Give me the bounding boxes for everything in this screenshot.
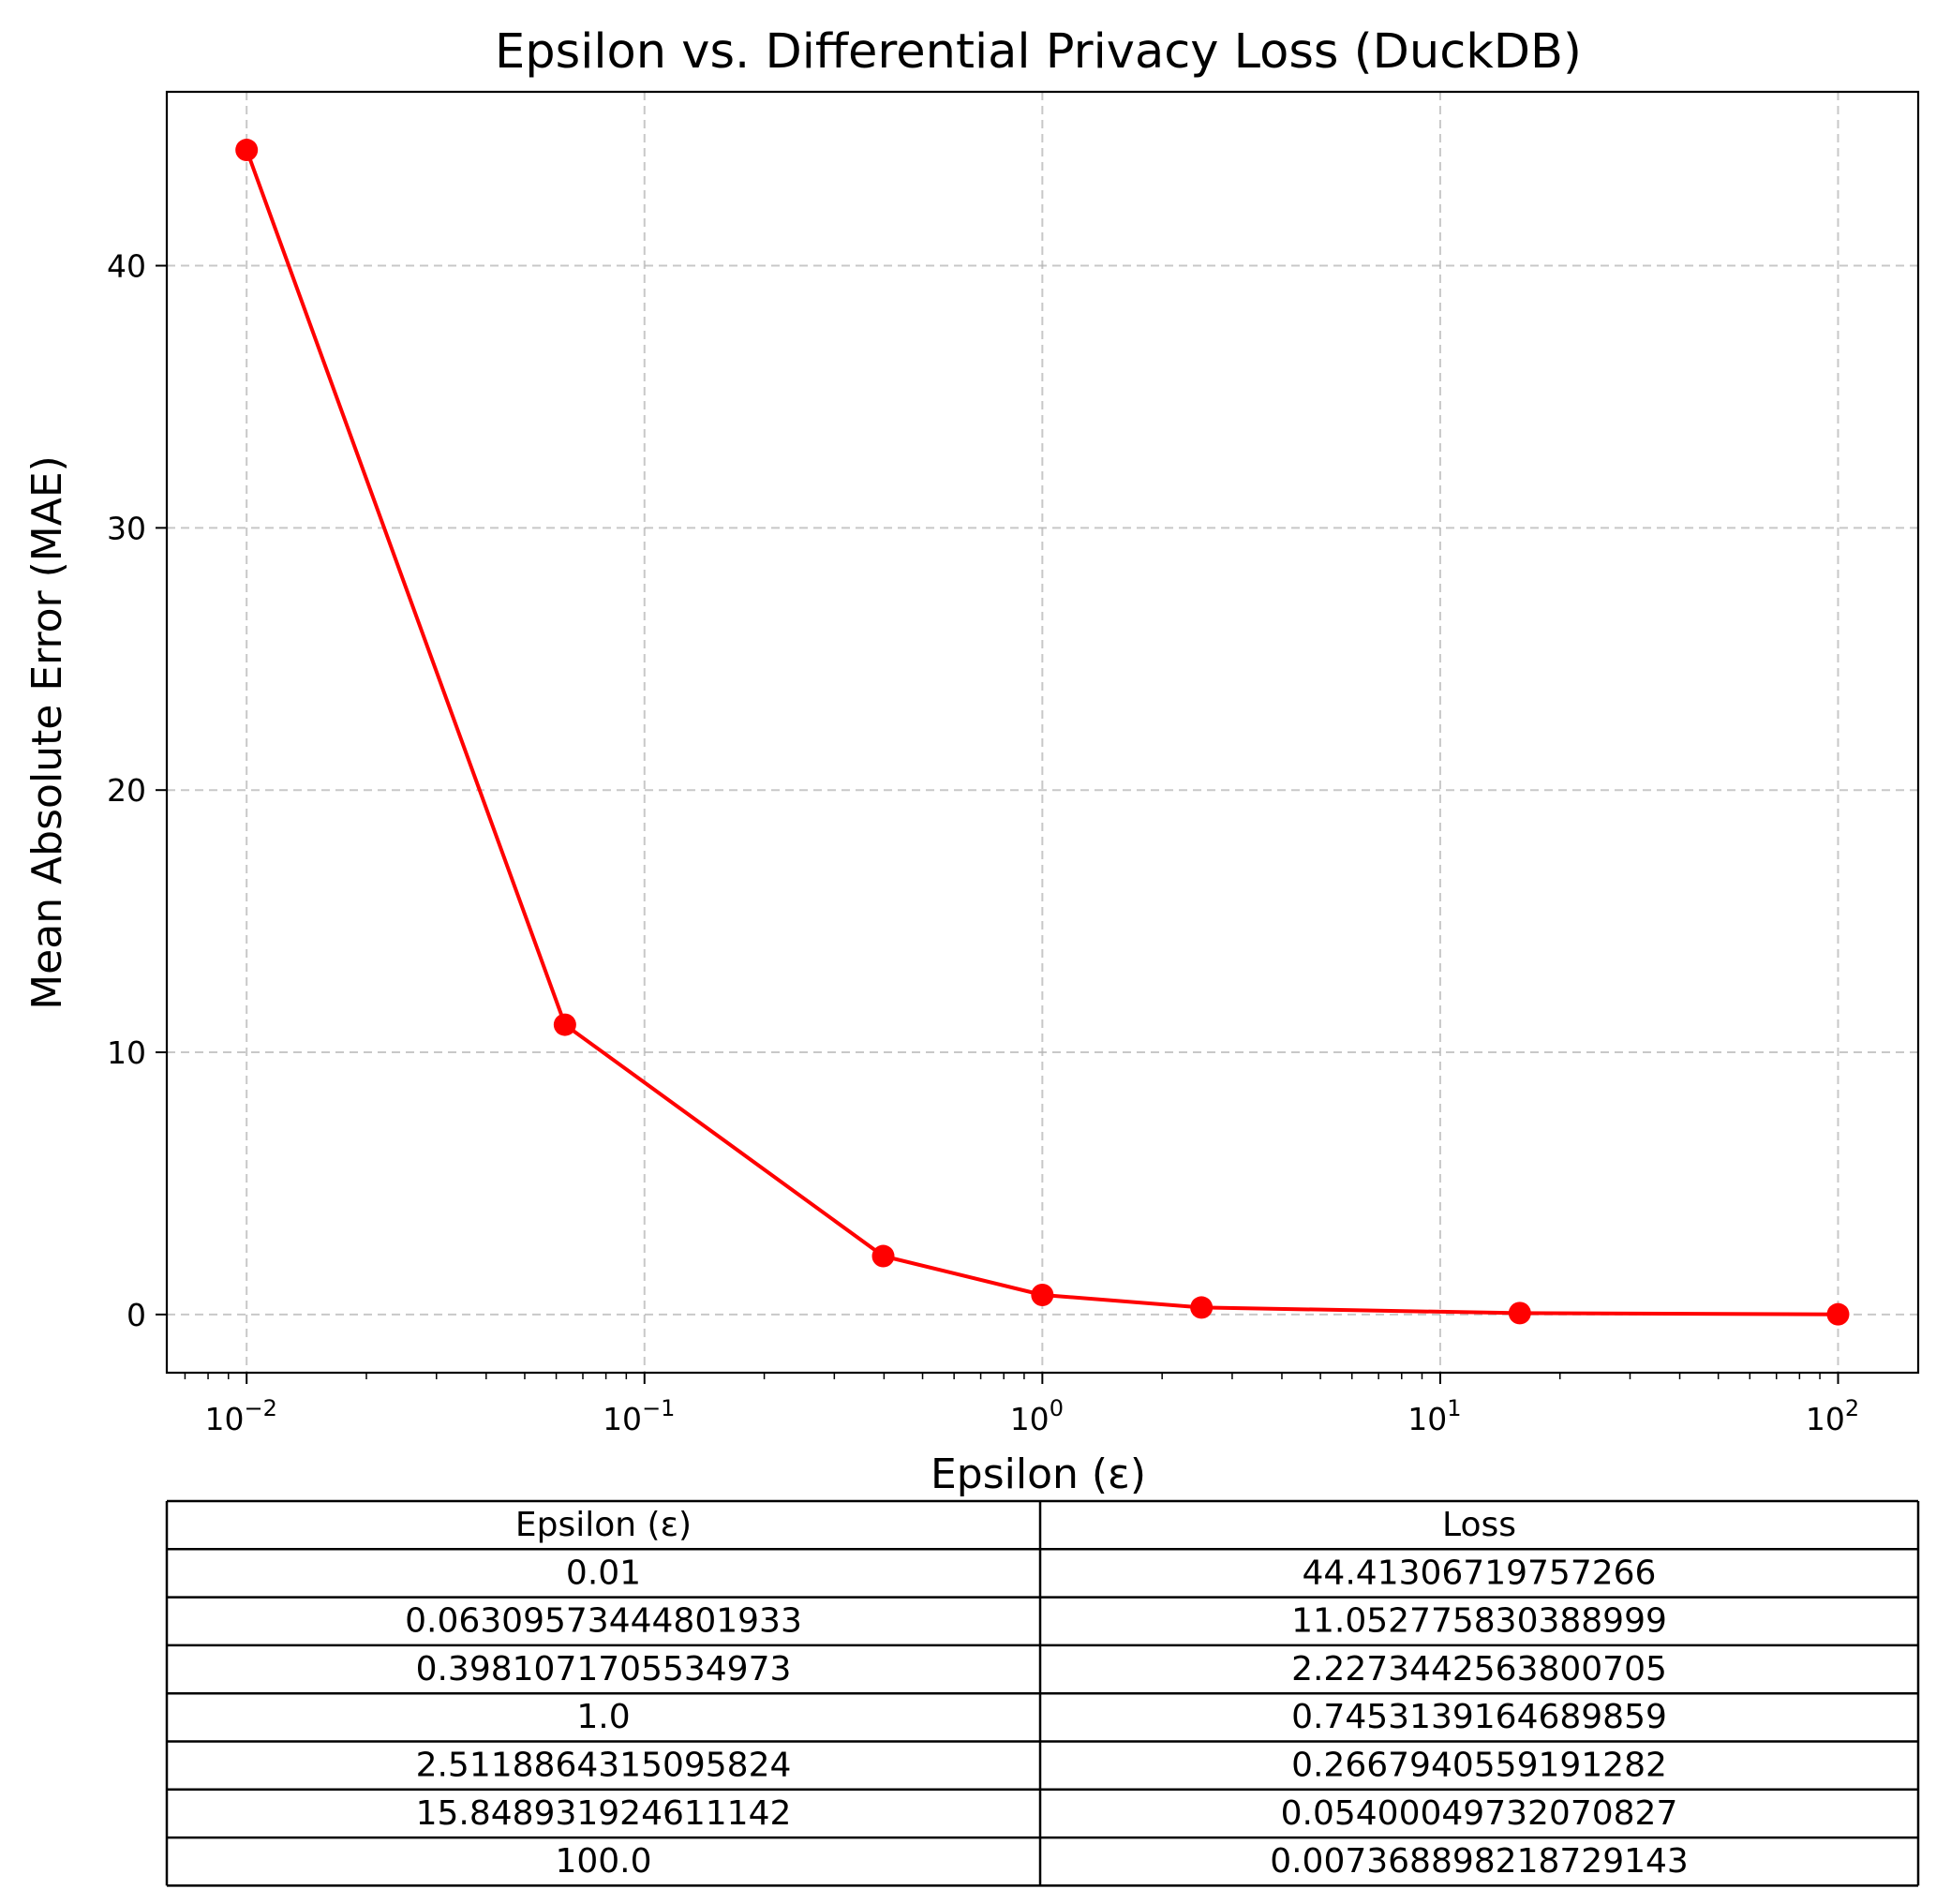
x-tick-label: 102 — [1806, 1395, 1859, 1437]
table-cell: 0.05400049732070827 — [1281, 1794, 1678, 1833]
table-cell: 15.848931924611142 — [416, 1794, 792, 1833]
y-tick-label: 40 — [107, 248, 146, 285]
data-point — [235, 139, 259, 162]
y-axis-label: Mean Absolute Error (MAE) — [23, 455, 71, 1010]
data-point — [871, 1244, 895, 1268]
x-tick-label: 10−2 — [204, 1395, 276, 1437]
table-cell: 1.0 — [576, 1698, 630, 1736]
data-point — [1190, 1296, 1214, 1319]
table-header-cell: Loss — [1442, 1506, 1516, 1544]
table-cell: 2.2273442563800705 — [1291, 1650, 1667, 1688]
data-point — [1826, 1302, 1850, 1326]
table-cell: 11.052775830388999 — [1291, 1602, 1667, 1641]
grid — [167, 92, 1918, 1373]
table-cell: 0.7453139164689859 — [1291, 1698, 1667, 1736]
y-axis-ticks: 0 10 20 30 40 — [107, 248, 167, 1333]
table-cell: 0.007368898218729143 — [1270, 1842, 1689, 1881]
table-cell: 0.06309573444801933 — [405, 1602, 802, 1641]
y-tick-label: 0 — [127, 1297, 146, 1333]
table-cell: 2.5118864315095824 — [416, 1747, 792, 1785]
y-tick-label: 10 — [107, 1034, 146, 1071]
table-cell: 0.3981071705534973 — [416, 1650, 792, 1688]
table-header-cell: Epsilon (ε) — [515, 1506, 692, 1544]
x-tick-label: 10−1 — [603, 1395, 675, 1437]
y-tick-label: 20 — [107, 772, 146, 809]
table-cell: 0.2667940559191282 — [1291, 1747, 1667, 1785]
data-point — [1031, 1284, 1054, 1307]
x-axis-label: Epsilon (ε) — [931, 1450, 1146, 1498]
table-cell: 100.0 — [555, 1842, 651, 1881]
plot-frame — [165, 90, 1920, 1375]
x-tick-label: 100 — [1010, 1395, 1064, 1437]
series-layer — [235, 139, 1850, 1326]
data-table: Epsilon (ε) Loss 0.01 44.41306719757266 0.06… — [165, 1499, 1920, 1887]
x-axis-ticks: 10−2 10−1 100 101 102 — [204, 1373, 1859, 1437]
table-cell: 44.41306719757266 — [1303, 1554, 1657, 1592]
chart-title: Epsilon vs. Differential Privacy Loss (D… — [495, 24, 1582, 80]
x-minor-ticks — [184, 1373, 1821, 1379]
data-point — [553, 1013, 576, 1036]
y-tick-label: 30 — [107, 510, 146, 546]
x-tick-label: 101 — [1407, 1395, 1461, 1437]
table-cell: 0.01 — [566, 1554, 641, 1592]
data-point — [1508, 1302, 1531, 1325]
